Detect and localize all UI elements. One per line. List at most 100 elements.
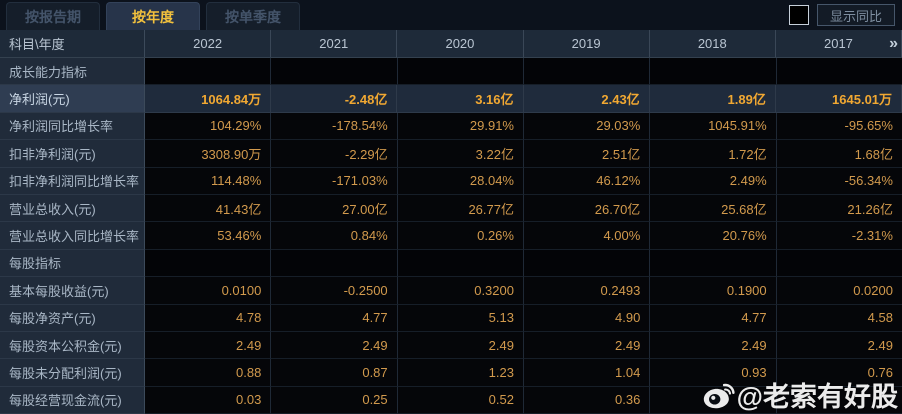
row-label: 扣非净利润(元) <box>0 140 145 168</box>
tab-3[interactable]: 按单季度 <box>206 2 300 30</box>
row-label: 营业总收入(元) <box>0 194 145 223</box>
value-cell: 4.00% <box>523 222 651 250</box>
value-cell: 0.88 <box>145 359 272 387</box>
year-header-2019: 2019 <box>524 30 650 57</box>
table-row: 净利润(元) 1064.84万 -2.48亿 3.16亿 2.43亿 1.89亿 1645.… <box>0 85 902 113</box>
value-cell: 26.70亿 <box>523 194 651 223</box>
value-cell: 0.03 <box>145 386 272 414</box>
value-cell: -171.03% <box>271 167 398 195</box>
year-header-2018: 2018 <box>650 30 776 57</box>
value-cell <box>523 249 651 278</box>
value-cell <box>650 386 777 414</box>
value-cell: 2.51亿 <box>523 140 651 168</box>
value-cell: 0.87 <box>271 359 398 387</box>
tab-2[interactable]: 按年度 <box>106 2 200 30</box>
table-row: 每股净资产(元) 4.78 4.77 5.13 4.90 4.77 4.58 <box>0 304 902 332</box>
value-cell: 1.89亿 <box>649 85 776 113</box>
value-cell: 46.12% <box>523 167 651 195</box>
value-cell: 27.00亿 <box>271 194 398 223</box>
table-row: 营业总收入同比增长率 53.46% 0.84% 0.26% 4.00% 20.76% -2.… <box>0 222 902 250</box>
table-header-row: 科目\年度 2022 2021 2020 2019 2018 2017» <box>0 30 902 58</box>
row-label: 每股净资产(元) <box>0 304 145 332</box>
value-cell: 0.84% <box>271 222 398 250</box>
value-cell: -95.65% <box>776 112 902 141</box>
value-cell: -2.48亿 <box>271 85 398 113</box>
value-cell: 0.2493 <box>523 277 651 305</box>
corner-header: 科目\年度 <box>0 30 145 57</box>
value-cell: 1645.01万 <box>775 85 902 113</box>
value-cell: 21.26亿 <box>776 194 902 223</box>
value-cell: 0.0100 <box>145 277 272 305</box>
row-label: 每股资本公积金(元) <box>0 331 145 360</box>
row-label: 净利润(元) <box>0 85 145 113</box>
table-row: 成长能力指标 <box>0 58 902 86</box>
table-row: 每股经营现金流(元) 0.03 0.25 0.52 0.36 <box>0 386 902 414</box>
year-header-2022: 2022 <box>145 30 272 57</box>
table-row: 营业总收入(元) 41.43亿 27.00亿 26.77亿 26.70亿 25.68亿 21… <box>0 194 902 223</box>
row-label: 每股未分配利润(元) <box>0 359 145 387</box>
value-cell: 2.43亿 <box>523 85 650 113</box>
value-cell: 25.68亿 <box>650 194 777 223</box>
value-cell: 2.49 <box>271 331 398 360</box>
value-cell: -0.2500 <box>271 277 398 305</box>
value-cell: 0.1900 <box>650 277 777 305</box>
tab-1[interactable]: 按报告期 <box>6 2 100 30</box>
show-yoy-controls: 显示同比 <box>788 4 895 26</box>
value-cell: 2.49 <box>523 331 651 360</box>
value-cell: 53.46% <box>145 222 272 250</box>
table-row: 每股未分配利润(元) 0.88 0.87 1.23 1.04 0.93 0.76 <box>0 359 902 387</box>
row-label: 净利润同比增长率 <box>0 112 145 141</box>
table-body: 成长能力指标 净利润(元) 1064.84万 -2.48亿 3.16亿 2.43亿 1.89… <box>0 58 902 414</box>
show-yoy-checkbox[interactable] <box>788 5 809 25</box>
table-row: 基本每股收益(元) 0.0100 -0.2500 0.3200 0.2493 0.1900… <box>0 277 902 305</box>
value-cell: -178.54% <box>271 112 398 141</box>
table-row: 净利润同比增长率 104.29% -178.54% 29.91% 29.03% 1045.… <box>0 112 902 141</box>
value-cell: 1.04 <box>523 359 651 387</box>
value-cell: 41.43亿 <box>145 194 272 223</box>
year-header-2020: 2020 <box>397 30 524 57</box>
value-cell <box>650 58 777 86</box>
value-cell: 0.52 <box>397 386 524 414</box>
value-cell: 4.78 <box>145 304 272 332</box>
value-cell: 3.16亿 <box>397 85 524 113</box>
value-cell <box>776 386 902 414</box>
table-row: 每股资本公积金(元) 2.49 2.49 2.49 2.49 2.49 2.49 <box>0 331 902 360</box>
value-cell <box>776 58 902 86</box>
value-cell: 2.49 <box>145 331 272 360</box>
tab-bar: 按报告期 按年度 按单季度 显示同比 <box>0 0 902 30</box>
value-cell <box>776 249 902 278</box>
value-cell: -2.31% <box>776 222 902 250</box>
value-cell: 1.72亿 <box>650 140 777 168</box>
value-cell: 5.13 <box>397 304 524 332</box>
value-cell <box>650 249 777 278</box>
value-cell: 20.76% <box>650 222 777 250</box>
value-cell: 2.49 <box>650 331 777 360</box>
value-cell: 0.3200 <box>397 277 524 305</box>
value-cell: -56.34% <box>776 167 902 195</box>
more-columns-icon[interactable]: » <box>889 35 898 52</box>
row-label: 每股经营现金流(元) <box>0 386 145 414</box>
row-label: 基本每股收益(元) <box>0 277 145 305</box>
value-cell: 2.49 <box>397 331 524 360</box>
value-cell: 0.0200 <box>776 277 902 305</box>
table-row: 扣非净利润同比增长率 114.48% -171.03% 28.04% 46.12% 2.4… <box>0 167 902 195</box>
year-header-2017: 2017 <box>776 30 902 57</box>
value-cell: 4.58 <box>776 304 902 332</box>
value-cell: 0.93 <box>650 359 777 387</box>
row-label: 每股指标 <box>0 249 145 278</box>
value-cell <box>145 249 272 278</box>
value-cell: 4.77 <box>650 304 777 332</box>
value-cell: -2.29亿 <box>271 140 398 168</box>
value-cell: 1.68亿 <box>776 140 902 168</box>
show-yoy-button[interactable]: 显示同比 <box>816 4 895 26</box>
financial-table: 科目\年度 2022 2021 2020 2019 2018 2017» 成长能力指标 净利… <box>0 30 902 414</box>
value-cell <box>523 58 651 86</box>
table-row: 每股指标 <box>0 249 902 278</box>
value-cell: 29.03% <box>523 112 651 141</box>
value-cell: 2.49 <box>776 331 902 360</box>
value-cell <box>145 58 272 86</box>
value-cell <box>271 249 398 278</box>
value-cell: 0.26% <box>397 222 524 250</box>
value-cell: 104.29% <box>145 112 272 141</box>
